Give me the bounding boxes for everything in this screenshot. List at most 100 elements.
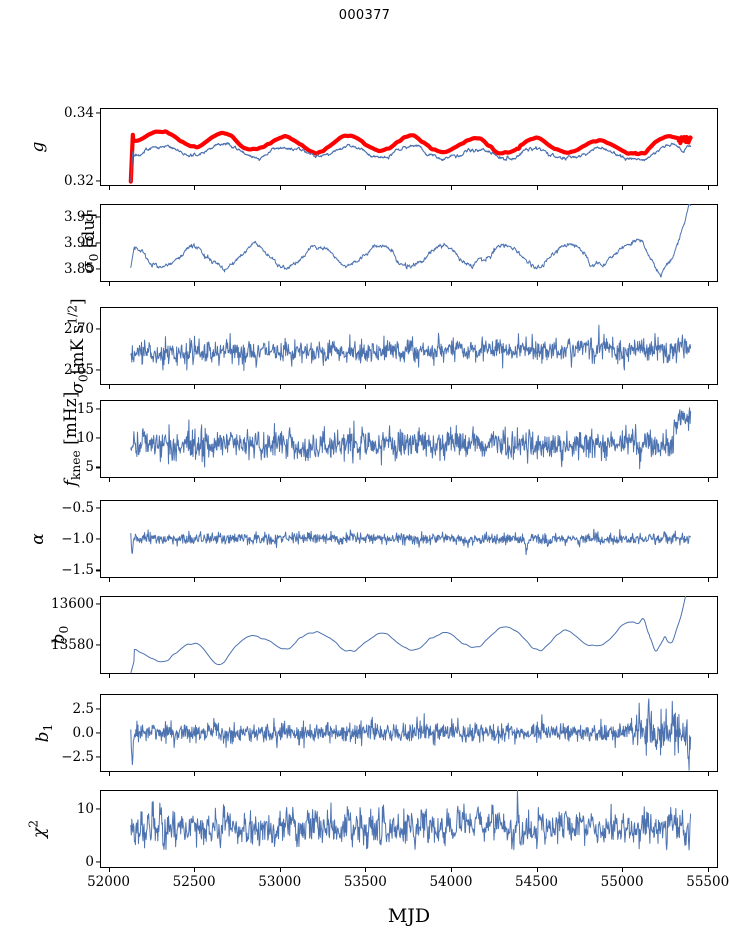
- x-tick-mark-b1-0: [108, 772, 110, 776]
- x-tick-mark-b0-6: [622, 674, 624, 678]
- x-tick-mark-b0-3: [365, 674, 367, 678]
- y-tick-mark-b1-2: [96, 708, 100, 710]
- x-tick-mark-f_knee-2: [279, 478, 281, 482]
- x-tick-mark-alpha-5: [536, 578, 538, 582]
- y-tick-mark-sigma0_mK-0: [96, 369, 100, 371]
- x-tick-mark-sigma0_mK-1: [194, 385, 196, 389]
- x-tick-mark-b0-5: [536, 674, 538, 678]
- y-tick-label-alpha-2: −1.5: [61, 562, 94, 579]
- y-tick-label-sigma0_du-1: 3.90: [63, 235, 94, 251]
- x-tick-label-4: 54000: [429, 874, 473, 890]
- x-tick-mark-b1-2: [279, 772, 281, 776]
- y-tick-label-b0-1: 13600: [51, 596, 94, 613]
- y-tick-mark-alpha-1: [96, 538, 100, 540]
- x-tick-mark-sigma0_mK-2: [279, 385, 281, 389]
- x-tick-mark-sigma0_mK-3: [365, 385, 367, 389]
- y-tick-mark-g-1: [96, 112, 100, 114]
- x-tick-mark-sigma0_du-1: [194, 282, 196, 286]
- y-axis-label-b0: b0: [48, 625, 72, 645]
- data-lines-b1: [130, 698, 692, 771]
- y-tick-mark-b0-1: [96, 603, 100, 605]
- x-tick-mark-sigma0_mK-5: [536, 385, 538, 389]
- y-axis-label-sigma0_du: σ0 [du]: [78, 213, 102, 273]
- x-axis-label: MJD: [387, 905, 431, 927]
- y-tick-label-alpha-1: −1.0: [61, 531, 94, 547]
- x-tick-mark-sigma0_du-3: [365, 282, 367, 286]
- x-tick-mark-chi2-1: [194, 868, 196, 872]
- x-tick-mark-b0-2: [279, 674, 281, 678]
- x-tick-mark-alpha-6: [622, 578, 624, 582]
- x-tick-mark-g-7: [707, 186, 709, 190]
- panel-g: 0.32 0.34 g: [28, 105, 718, 190]
- y-tick-label-b1-1: 0.0: [72, 725, 94, 741]
- x-tick-mark-alpha-2: [279, 578, 281, 582]
- y-tick-label-sigma0_mK-0: 2.65: [63, 362, 94, 379]
- y-tick-label-b0-0: 13580: [51, 637, 94, 654]
- y-tick-mark-chi2-1: [96, 808, 100, 810]
- x-tick-mark-sigma0_mK-7: [707, 385, 709, 389]
- x-tick-mark-b0-1: [194, 674, 196, 678]
- y-tick-label-sigma0_du-0: 3.85: [63, 261, 94, 277]
- x-tick-mark-g-3: [365, 186, 367, 190]
- x-tick-mark-f_knee-0: [108, 478, 110, 482]
- x-tick-label-0: 52000: [87, 874, 131, 890]
- x-tick-label-6: 55000: [600, 874, 644, 890]
- y-tick-label-chi2-1: 10: [76, 800, 94, 817]
- data-lines-alpha: [130, 528, 692, 556]
- y-tick-label-alpha-0: −0.5: [61, 499, 94, 516]
- y-tick-mark-sigma0_du-0: [96, 268, 100, 270]
- x-tick-mark-alpha-0: [108, 578, 110, 582]
- y-tick-mark-sigma0_mK-1: [96, 328, 100, 330]
- x-tick-mark-b1-7: [707, 772, 709, 776]
- y-axis-label-sigma0_mK: σ0[mK s1/2]: [65, 298, 91, 394]
- x-tick-mark-g-5: [536, 186, 538, 190]
- data-lines-g: [128, 129, 693, 184]
- data-lines-sigma0_du: [130, 204, 692, 278]
- x-tick-mark-sigma0_du-6: [622, 282, 624, 286]
- y-tick-mark-f_knee-0: [96, 466, 100, 468]
- panel-frame-sigma0_du: [100, 204, 718, 282]
- y-tick-mark-alpha-2: [96, 569, 100, 571]
- y-tick-label-f_knee-1: 10: [76, 430, 94, 447]
- x-tick-mark-alpha-1: [194, 578, 196, 582]
- data-lines-b0: [130, 596, 687, 674]
- y-tick-label-f_knee-2: 15: [76, 400, 94, 417]
- x-tick-mark-chi2-2: [279, 868, 281, 872]
- panel-sigma0_mK: 2.65 2.70 σ0[mK s1/2]: [64, 298, 718, 394]
- panel-b0: 13580 13600 b0: [49, 596, 718, 678]
- x-tick-mark-sigma0_du-0: [108, 282, 110, 286]
- x-tick-mark-b1-1: [194, 772, 196, 776]
- y-tick-mark-chi2-0: [96, 861, 100, 863]
- x-tick-mark-alpha-7: [707, 578, 709, 582]
- x-tick-label-1: 52500: [172, 874, 216, 890]
- x-tick-mark-b1-5: [536, 772, 538, 776]
- y-axis-label-alpha: α: [28, 533, 48, 545]
- y-tick-label-g-1: 0.34: [63, 105, 94, 122]
- y-tick-mark-f_knee-2: [96, 408, 100, 410]
- y-tick-mark-alpha-0: [96, 507, 100, 509]
- y-tick-mark-sigma0_du-2: [96, 216, 100, 218]
- panel-chi2: 0 10 χ2 52000 52500 53000 53500 54000 54500 55000…: [27, 790, 729, 890]
- y-tick-mark-f_knee-1: [96, 437, 100, 439]
- x-tick-mark-f_knee-6: [622, 478, 624, 482]
- x-tick-mark-sigma0_du-5: [536, 282, 538, 286]
- y-axis-label-f_knee: fknee [mHz]: [60, 391, 84, 487]
- x-tick-mark-b1-3: [365, 772, 367, 776]
- x-tick-mark-b1-6: [622, 772, 624, 776]
- y-tick-mark-b1-0: [96, 756, 100, 758]
- x-tick-mark-sigma0_mK-6: [622, 385, 624, 389]
- x-tick-label-7: 55500: [686, 874, 729, 890]
- x-tick-mark-chi2-5: [536, 868, 538, 872]
- panel-frame-b0: [100, 596, 718, 674]
- y-tick-mark-sigma0_du-1: [96, 242, 100, 244]
- x-tick-mark-chi2-3: [365, 868, 367, 872]
- figure-title: 000377: [338, 8, 391, 23]
- x-tick-mark-b0-0: [108, 674, 110, 678]
- x-tick-mark-f_knee-5: [536, 478, 538, 482]
- panel-alpha: −0.5 −1.0 −1.5 α: [28, 500, 718, 582]
- x-tick-label-5: 54500: [515, 874, 559, 890]
- y-tick-label-b1-2: 2.5: [72, 700, 94, 717]
- y-axis-label-b1: b1: [32, 723, 56, 743]
- x-tick-mark-sigma0_du-2: [279, 282, 281, 286]
- y-tick-label-f_knee-0: 5: [85, 459, 94, 476]
